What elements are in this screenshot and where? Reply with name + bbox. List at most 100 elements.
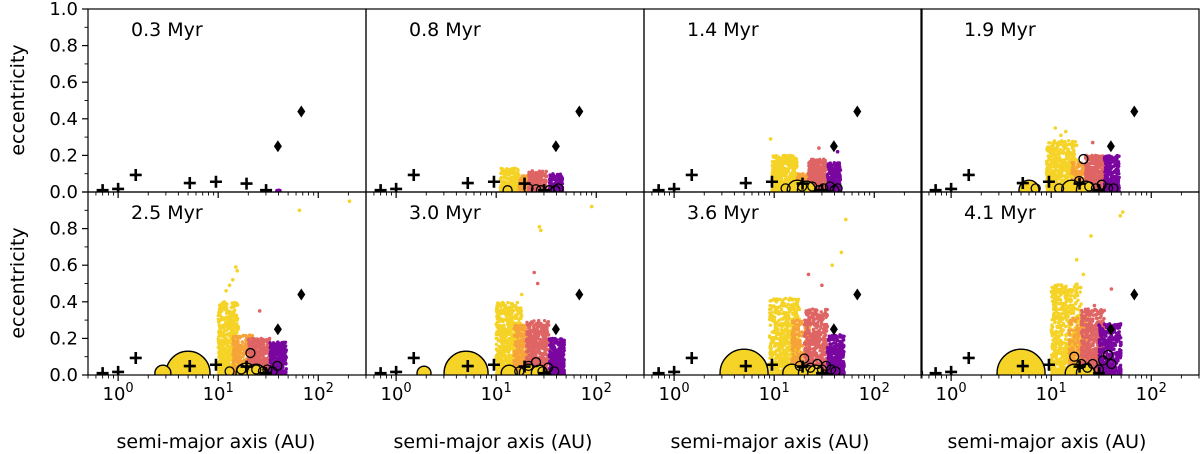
pebble-point	[268, 353, 273, 357]
pebble-point	[499, 175, 503, 180]
pebble-point	[216, 319, 221, 323]
pebble-point	[1105, 175, 1109, 179]
pebble-point	[1045, 159, 1049, 164]
panel-plot-area	[374, 105, 584, 192]
pebble-point	[232, 345, 236, 350]
pebble-point	[1075, 143, 1079, 147]
pebble-point	[1049, 162, 1053, 167]
pebble-point	[1045, 145, 1050, 149]
pebble-point	[258, 345, 262, 349]
pebble-point	[778, 168, 782, 172]
pebble-point	[222, 326, 226, 330]
pebble-point	[549, 179, 553, 183]
pebble-point	[1051, 171, 1056, 176]
pebble-point	[235, 357, 239, 361]
pebble-outlier	[231, 278, 235, 282]
pebble-point	[1111, 178, 1115, 183]
pebble-point	[1048, 155, 1052, 159]
pebble-outlier	[347, 199, 352, 203]
pebble-point	[222, 335, 227, 340]
pebble-point	[509, 175, 514, 179]
pebble-point	[221, 343, 225, 347]
reference-diamond	[297, 105, 306, 118]
planetesimal-circle	[780, 183, 791, 192]
pebble-point	[1064, 173, 1068, 178]
pebble-point	[223, 356, 227, 360]
pebble-point	[220, 302, 224, 306]
pebble-point	[833, 166, 837, 170]
pebble-point	[216, 313, 220, 318]
reference-cross	[374, 184, 387, 192]
pebble-point	[216, 345, 220, 349]
pebble-point	[1094, 160, 1098, 164]
pebble-point	[222, 300, 226, 304]
pebble-point	[1070, 151, 1074, 155]
pebble-point	[775, 174, 780, 179]
pebble-point	[1097, 162, 1101, 166]
pebble-point	[544, 170, 548, 174]
pebble-point	[218, 304, 222, 309]
pebble-point	[1068, 142, 1073, 147]
x-axis-label-4: semi-major axis (AU)	[948, 431, 1147, 453]
y-tick-label: 0.2	[49, 145, 78, 166]
pebble-point	[1065, 170, 1069, 174]
planetesimal-circle	[1030, 183, 1041, 192]
pebble-point	[274, 344, 278, 348]
pebble-point	[514, 177, 518, 181]
pebble-point	[1051, 157, 1056, 162]
pebble-point	[226, 311, 231, 315]
reference-cross	[129, 351, 142, 364]
pebble-point	[782, 171, 787, 175]
planetesimal-circle	[1084, 181, 1095, 192]
pebble-point	[262, 342, 266, 346]
reference-cross	[129, 168, 142, 181]
pebble-point	[268, 341, 272, 345]
pebble-point	[771, 166, 775, 171]
pebble-point	[790, 157, 794, 161]
x-tick-label: 102	[303, 381, 334, 405]
pebble-point	[783, 178, 788, 183]
pebble-point	[501, 180, 505, 184]
pebble-point	[273, 353, 277, 357]
pebble-point	[514, 179, 518, 184]
pebble-point	[225, 316, 230, 320]
pebble-point	[787, 165, 792, 169]
reference-diamond	[273, 323, 282, 336]
pebble-point	[1063, 139, 1067, 144]
y-tick-label: 0.2	[49, 328, 78, 349]
pebble-point	[1100, 176, 1105, 180]
pebble-point	[1070, 169, 1075, 173]
pebble-outlier	[257, 309, 262, 313]
reference-cross	[183, 360, 196, 373]
pebble-point	[516, 173, 520, 177]
pebble-point	[278, 355, 282, 360]
pebble-point	[811, 166, 815, 171]
reference-cross	[518, 177, 531, 190]
pebble-point	[1096, 171, 1101, 175]
pebble-point	[281, 353, 286, 357]
pebble-point	[277, 362, 281, 367]
pebble-point	[529, 172, 534, 176]
pebble-point	[822, 168, 827, 172]
pebble-point	[225, 306, 229, 310]
pebble-point	[1067, 157, 1071, 161]
pebble-point	[261, 339, 266, 343]
pebble-point	[256, 343, 260, 347]
pebble-point	[282, 349, 286, 353]
embryo-circle	[154, 364, 172, 375]
pebble-point	[1075, 165, 1080, 169]
panel-frame	[87, 8, 367, 193]
pebble-point	[1050, 148, 1055, 152]
pebble-point	[1112, 156, 1116, 160]
pebble-point	[276, 348, 280, 352]
pebble-point	[259, 359, 264, 363]
pebble-point	[241, 334, 245, 338]
pebble-outlier	[817, 146, 821, 150]
pebble-point	[225, 332, 229, 336]
x-axis-label-3: semi-major axis (AU)	[671, 431, 870, 453]
y-tick-label: 0.8	[49, 219, 78, 240]
pebble-point	[1053, 140, 1057, 145]
pebble-point	[821, 172, 825, 176]
reference-cross	[390, 182, 403, 192]
